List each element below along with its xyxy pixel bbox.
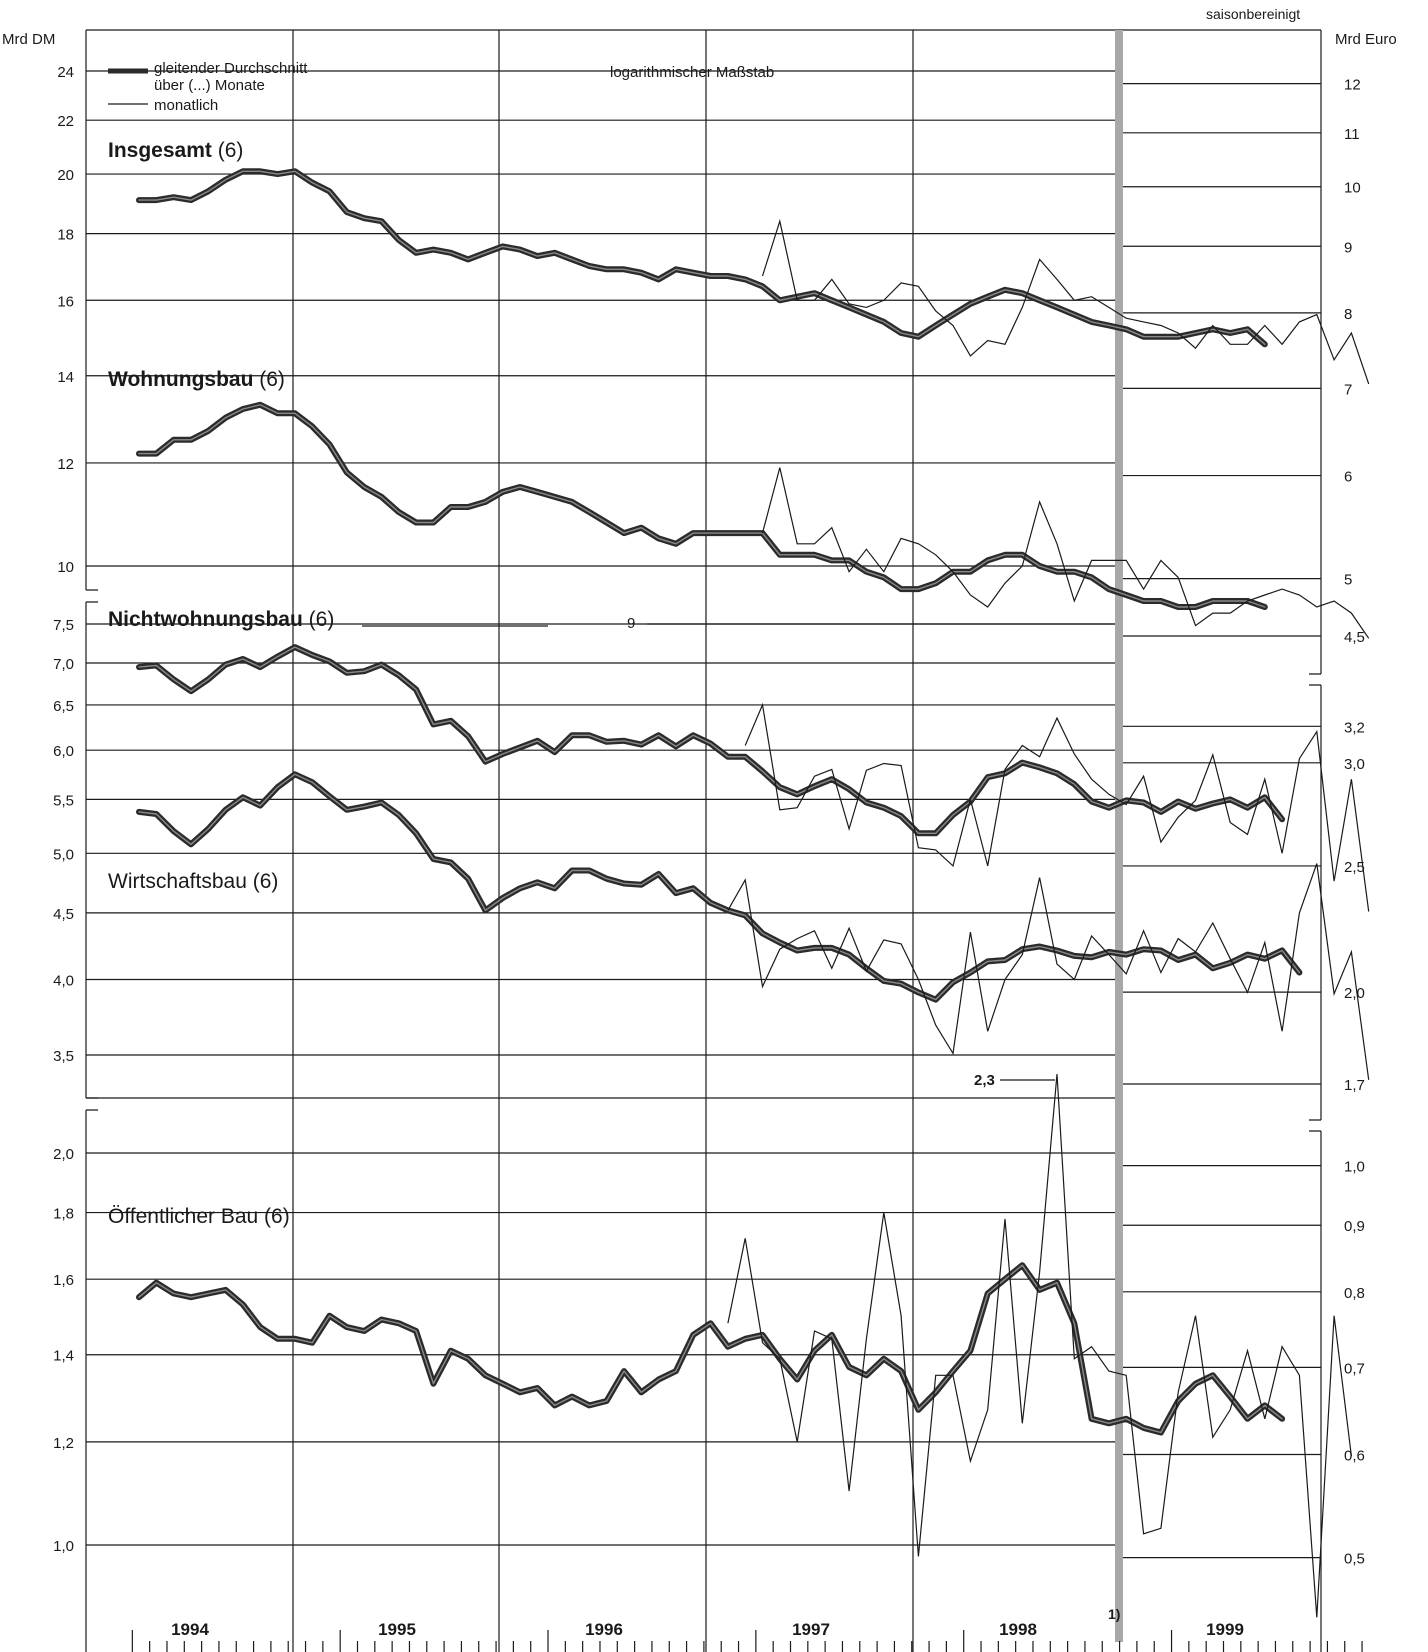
right-tick: 0,5 — [1344, 1551, 1365, 1568]
right-tick: 3,0 — [1344, 756, 1365, 773]
right-tick-4-5: 4,5 — [1344, 629, 1365, 646]
title-nichtwohnungsbau-bold: Nichtwohnungsbau — [108, 608, 303, 631]
right-tick: 1,0 — [1344, 1159, 1365, 1176]
title-wohnungsbau-count: (6) — [253, 368, 285, 391]
wohnungsbau--moving-average-line — [136, 401, 1268, 610]
nichtwohnungsbau--monthly-line — [744, 702, 1370, 912]
offscale-label-nichtwohnungsbau: 9 — [627, 615, 635, 632]
left-break-top — [86, 589, 98, 603]
right-tick: 10 — [1344, 180, 1361, 197]
top-left-tick: 10 — [57, 559, 74, 576]
right-tick: 9 — [1344, 239, 1352, 256]
right-tick: 2,5 — [1344, 859, 1365, 876]
wirtschaftsbau--moving-average-core — [138, 773, 1301, 1001]
wohnungsbau--monthly-line — [761, 467, 1370, 639]
top-left-tick: 12 — [57, 456, 74, 473]
right-tick: 5 — [1344, 572, 1352, 589]
wohnungsbau--moving-average-core — [138, 404, 1266, 608]
middle-left-tick: 3,5 — [53, 1048, 74, 1065]
top-left-tick: 16 — [57, 293, 74, 310]
legend-ma-label-2: über (...) Monate — [154, 77, 265, 94]
insgesamt--moving-average-line — [136, 168, 1268, 348]
middle-left-tick: 7,0 — [53, 656, 74, 673]
bottom-left-tick: 2,0 — [53, 1146, 74, 1163]
öffentlicher-bau--monthly-line — [727, 1073, 1352, 1618]
right-break-bottom — [1309, 1119, 1321, 1132]
right-unit-label: Mrd Euro — [1335, 31, 1397, 48]
year-label-1999: 1999 — [1206, 1620, 1244, 1639]
title-wirtschaftsbau: Wirtschaftsbau (6) — [108, 870, 278, 893]
wirtschaftsbau--moving-average-line — [136, 771, 1303, 1003]
middle-left-tick: 4,0 — [53, 972, 74, 989]
top-left-tick: 24 — [57, 64, 74, 81]
title-nichtwohnungsbau-count: (6) — [303, 608, 335, 631]
year-label-1998: 1998 — [999, 1620, 1037, 1639]
bottom-left-tick: 1,6 — [53, 1272, 74, 1289]
right-tick: 1,7 — [1344, 1077, 1365, 1094]
right-tick: 0,9 — [1344, 1218, 1365, 1235]
insgesamt--monthly-line — [761, 218, 1370, 385]
title-nichtwohnungsbau: Nichtwohnungsbau (6) — [108, 608, 334, 631]
right-tick: 0,6 — [1344, 1448, 1365, 1465]
wirtschaftsbau--monthly-line — [727, 863, 1370, 1080]
statistical-break-bar — [1115, 30, 1123, 1642]
title-insgesamt: Insgesamt (6) — [108, 139, 243, 162]
right-tick: 3,2 — [1344, 719, 1365, 736]
bottom-left-tick: 1,8 — [53, 1206, 74, 1223]
middle-left-tick: 7,5 — [53, 617, 74, 634]
top-left-tick: 14 — [57, 369, 74, 386]
top-left-tick: 20 — [57, 167, 74, 184]
middle-left-tick: 5,0 — [53, 846, 74, 863]
middle-left-tick: 6,5 — [53, 698, 74, 715]
legend-monthly-label: monatlich — [154, 97, 218, 114]
left-break-bottom — [86, 1097, 98, 1111]
scale-note: logarithmischer Maßstab — [610, 64, 774, 81]
nichtwohnungsbau--moving-average-line — [136, 644, 1286, 837]
bottom-left-tick: 1,2 — [53, 1435, 74, 1452]
right-tick: 6 — [1344, 469, 1352, 486]
right-break-top — [1309, 673, 1321, 686]
insgesamt--moving-average-core — [138, 170, 1266, 345]
title-oeffentlicher-bau: Öffentlicher Bau (6) — [108, 1205, 290, 1228]
title-wohnungsbau-bold: Wohnungsbau — [108, 368, 253, 391]
right-tick: 0,8 — [1344, 1285, 1365, 1302]
year-label-1994: 1994 — [171, 1620, 209, 1639]
year-label-1996: 1996 — [585, 1620, 623, 1639]
title-insgesamt-bold: Insgesamt — [108, 139, 212, 162]
break-footnote: 1) — [1108, 1606, 1120, 1622]
right-tick: 8 — [1344, 306, 1352, 323]
offscale-label-oeffentlich: 2,3 — [974, 1072, 995, 1089]
bottom-left-tick: 1,4 — [53, 1348, 74, 1365]
öffentlicher-bau--moving-average-core — [138, 1264, 1283, 1434]
right-tick: 11 — [1344, 126, 1360, 143]
year-label-1995: 1995 — [378, 1620, 416, 1639]
bottom-left-tick: 1,0 — [53, 1538, 74, 1555]
right-tick: 2,0 — [1344, 985, 1365, 1002]
middle-left-tick: 5,5 — [53, 792, 74, 809]
title-wohnungsbau: Wohnungsbau (6) — [108, 368, 285, 391]
top-left-tick: 18 — [57, 227, 74, 244]
year-label-1997: 1997 — [792, 1620, 830, 1639]
right-tick: 0,7 — [1344, 1360, 1365, 1377]
öffentlicher-bau--moving-average-line — [136, 1262, 1286, 1436]
title-insgesamt-count: (6) — [212, 139, 244, 162]
right-tick: 12 — [1344, 77, 1361, 94]
top-left-tick: 22 — [57, 113, 74, 130]
nichtwohnungsbau--moving-average-core — [138, 646, 1283, 834]
middle-left-tick: 6,0 — [53, 743, 74, 760]
seasonal-note: saisonbereinigt — [1206, 6, 1300, 22]
right-tick: 7 — [1344, 381, 1352, 398]
legend-ma-label-1: gleitender Durchschnitt — [154, 60, 308, 77]
middle-left-tick: 4,5 — [53, 906, 74, 923]
left-unit-label: Mrd DM — [2, 31, 55, 48]
